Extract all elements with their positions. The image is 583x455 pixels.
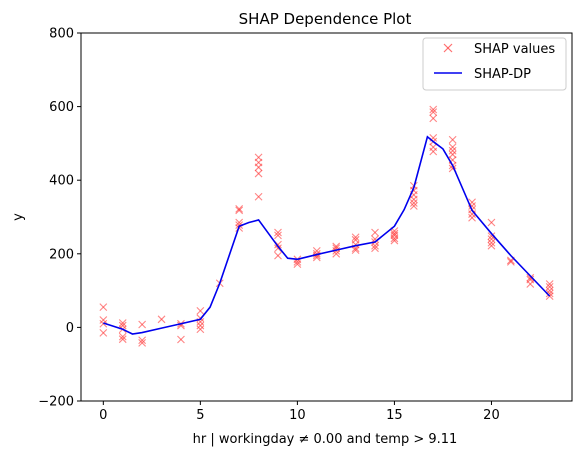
shap-value-marker (468, 210, 476, 218)
shap-value-marker (99, 316, 108, 324)
shap-value-marker (254, 192, 263, 201)
shap-value-marker (468, 213, 476, 222)
shap-value-marker (429, 114, 438, 123)
shap-value-marker (409, 202, 418, 210)
shap-value-marker (235, 221, 244, 229)
shap-value-marker (254, 169, 263, 178)
shap-value-marker (448, 143, 457, 151)
x-axis-label: hr | workingday ≠ 0.00 and temp > 9.11 (193, 432, 458, 447)
shap-value-marker (351, 233, 360, 242)
x-tick-label: 5 (196, 408, 204, 423)
shap-value-marker (545, 280, 554, 288)
shap-value-marker (545, 283, 554, 291)
shap-value-marker (371, 244, 379, 253)
shap-value-marker (506, 258, 515, 266)
shap-value-marker (196, 325, 205, 334)
shap-value-marker (274, 244, 282, 253)
shap-value-marker (429, 147, 438, 156)
axes: 0 5 10 15 20 −200 0 200 400 600 800 (38, 27, 499, 424)
shap-value-marker (526, 280, 535, 288)
shap-value-marker (390, 236, 399, 245)
plot-area (99, 105, 554, 347)
legend-marker-shap-values (443, 43, 453, 53)
shap-value-marker (293, 260, 302, 268)
legend-box (422, 37, 567, 91)
shap-value-marker (487, 232, 496, 241)
shap-value-marker (196, 321, 205, 330)
shap-value-marker (448, 135, 457, 144)
shap-value-marker (351, 246, 360, 255)
shap-value-marker (448, 146, 457, 155)
shap-value-marker (235, 206, 244, 215)
x-tick-label: 15 (386, 408, 403, 423)
shap-value-marker (118, 319, 127, 327)
y-tick-label: 0 (66, 321, 74, 336)
shap-value-marker (118, 332, 127, 341)
legend-label-shap-dp: SHAP-DP (474, 67, 531, 82)
x-tick-label: 20 (483, 408, 500, 423)
shap-value-marker (409, 199, 418, 207)
shap-value-marker (390, 234, 399, 243)
shap-value-marker (157, 315, 166, 324)
shap-value-marker (448, 150, 457, 159)
shap-value-marker (371, 241, 379, 250)
y-tick-label: 800 (49, 27, 74, 42)
chart-title: SHAP Dependence Plot (239, 10, 412, 28)
shap-value-marker (138, 338, 147, 347)
shap-value-marker (138, 320, 147, 329)
shap-value-marker (487, 238, 496, 247)
plot-frame (80, 32, 573, 402)
y-tick-label: 400 (49, 174, 74, 189)
shap-dp-line (103, 135, 551, 335)
shap-value-marker (526, 273, 535, 282)
shap-value-marker (99, 329, 108, 337)
legend-label-shap-values: SHAP values (474, 42, 555, 57)
shap-value-marker (371, 235, 379, 243)
shap-value-marker (371, 228, 379, 237)
shap-value-marker (429, 105, 438, 114)
y-tick-label: −200 (38, 395, 74, 410)
shap-value-marker (196, 306, 205, 315)
shap-value-marker (99, 303, 108, 312)
y-tick-label: 600 (49, 100, 74, 115)
shap-value-marker (274, 251, 282, 260)
shap-value-marker (118, 335, 127, 344)
shap-value-marker (487, 241, 496, 250)
shap-value-marker (409, 195, 418, 204)
shap-value-marker (254, 163, 263, 172)
shap-value-marker (545, 289, 554, 298)
x-tick-label: 0 (99, 408, 107, 423)
x-tick-label: 10 (289, 408, 306, 423)
shap-value-marker (274, 228, 282, 237)
shap-value-marker (487, 218, 496, 227)
shap-value-marker (138, 336, 147, 345)
y-tick-label: 200 (49, 247, 74, 262)
shap-value-marker (429, 108, 438, 117)
shap-value-marker (177, 335, 185, 344)
shap-value-marker (274, 231, 282, 240)
legend: SHAP values SHAP-DP (422, 37, 567, 91)
shap-value-marker (235, 205, 244, 213)
y-axis-label: y (11, 213, 26, 221)
